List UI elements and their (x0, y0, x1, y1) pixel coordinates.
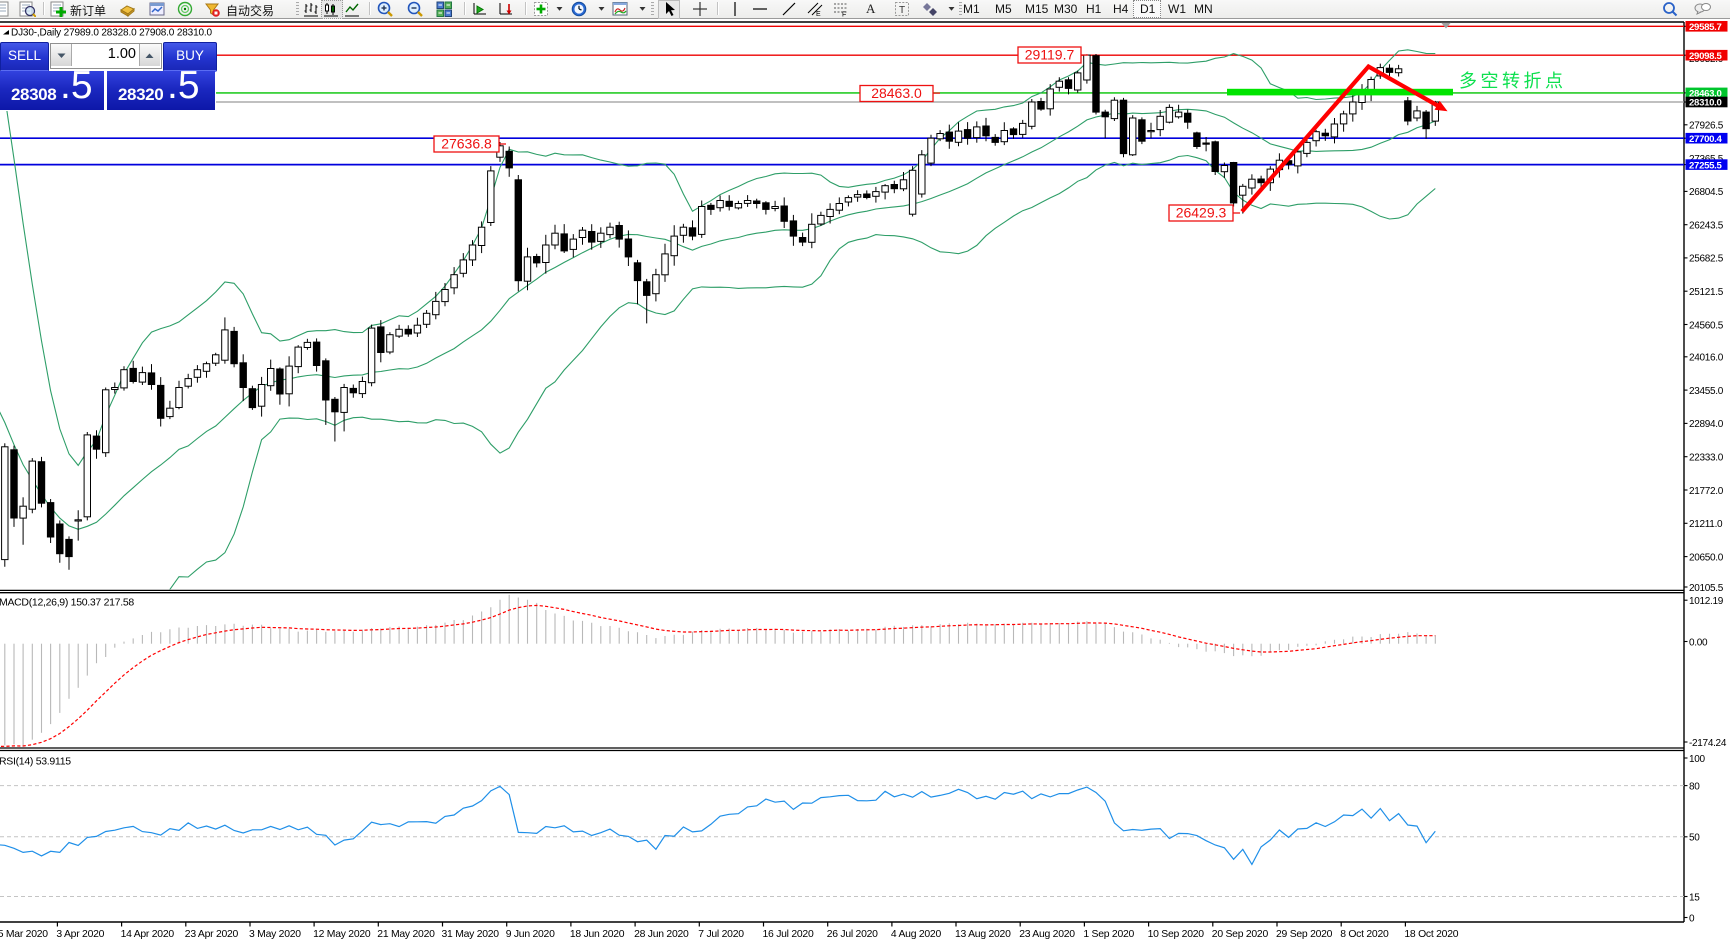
svg-text:25 Mar 2020: 25 Mar 2020 (0, 929, 48, 940)
svg-text:80: 80 (1689, 781, 1700, 792)
svg-text:13 Aug 2020: 13 Aug 2020 (955, 929, 1011, 940)
svg-text:MACD(12,26,9) 150.37 217.58: MACD(12,26,9) 150.37 217.58 (0, 597, 134, 609)
svg-text:9 Jun 2020: 9 Jun 2020 (506, 929, 555, 940)
svg-text:21772.0: 21772.0 (1689, 486, 1724, 497)
svg-text:-2174.24: -2174.24 (1689, 738, 1727, 749)
svg-text:12 May 2020: 12 May 2020 (313, 929, 371, 940)
svg-text:23 Apr 2020: 23 Apr 2020 (185, 929, 239, 940)
svg-text:22333.0: 22333.0 (1689, 453, 1724, 464)
svg-text:25121.5: 25121.5 (1689, 287, 1724, 298)
svg-text:20650.0: 20650.0 (1689, 552, 1724, 563)
svg-text:0: 0 (1689, 913, 1695, 924)
svg-text:27700.4: 27700.4 (1689, 134, 1723, 145)
svg-text:31 May 2020: 31 May 2020 (442, 929, 500, 940)
svg-text:23 Aug 2020: 23 Aug 2020 (1019, 929, 1075, 940)
svg-text:DJ30-,Daily 27989.0 28328.0 2: DJ30-,Daily 27989.0 28328.0 27908.0 2831… (11, 28, 213, 39)
svg-text:3 May 2020: 3 May 2020 (249, 929, 301, 940)
svg-text:T: T (899, 5, 905, 16)
svg-text:8 Oct 2020: 8 Oct 2020 (1340, 929, 1389, 940)
svg-text:29 Sep 2020: 29 Sep 2020 (1276, 929, 1333, 940)
svg-text:多空转折点: 多空转折点 (1459, 71, 1567, 91)
svg-text:4 Aug 2020: 4 Aug 2020 (891, 929, 942, 940)
svg-text:1012.19: 1012.19 (1689, 596, 1724, 607)
svg-text:26 Jul 2020: 26 Jul 2020 (827, 929, 878, 940)
svg-text:22894.0: 22894.0 (1689, 419, 1724, 430)
svg-text:21 May 2020: 21 May 2020 (377, 929, 435, 940)
svg-text:29585.7: 29585.7 (1689, 22, 1722, 33)
svg-text:24016.0: 24016.0 (1689, 353, 1724, 364)
svg-text:26429.3: 26429.3 (1176, 205, 1227, 221)
svg-text:28 Jun 2020: 28 Jun 2020 (634, 929, 689, 940)
svg-text:26804.5: 26804.5 (1689, 187, 1724, 198)
svg-text:28463.0: 28463.0 (871, 85, 922, 101)
svg-text:29119.7: 29119.7 (1025, 47, 1075, 63)
svg-text:20105.5: 20105.5 (1689, 583, 1724, 594)
svg-text:15: 15 (1689, 892, 1700, 903)
svg-text:18 Oct 2020: 18 Oct 2020 (1404, 929, 1458, 940)
svg-text:RSI(14) 53.9115: RSI(14) 53.9115 (0, 756, 71, 768)
svg-text:E: E (816, 11, 821, 17)
svg-text:18 Jun 2020: 18 Jun 2020 (570, 929, 625, 940)
svg-text:27255.5: 27255.5 (1689, 160, 1723, 171)
svg-text:29098.5: 29098.5 (1689, 51, 1723, 62)
svg-text:50: 50 (1689, 833, 1700, 844)
svg-text:3 Apr 2020: 3 Apr 2020 (56, 929, 104, 940)
svg-text:24560.5: 24560.5 (1689, 320, 1724, 331)
svg-text:7 Jul 2020: 7 Jul 2020 (698, 929, 744, 940)
svg-text:25682.5: 25682.5 (1689, 254, 1724, 265)
svg-text:F: F (842, 12, 846, 18)
svg-text:23455.0: 23455.0 (1689, 386, 1724, 397)
svg-text:26243.5: 26243.5 (1689, 221, 1724, 232)
svg-text:20 Sep 2020: 20 Sep 2020 (1212, 929, 1269, 940)
svg-text:10 Sep 2020: 10 Sep 2020 (1148, 929, 1205, 940)
svg-text:28463.0: 28463.0 (1689, 89, 1722, 100)
svg-text:27926.5: 27926.5 (1689, 121, 1724, 132)
svg-text:16 Jul 2020: 16 Jul 2020 (763, 929, 814, 940)
svg-text:28310.0: 28310.0 (1689, 98, 1722, 109)
svg-text:14 Apr 2020: 14 Apr 2020 (121, 929, 175, 940)
svg-text:0.00: 0.00 (1689, 637, 1708, 648)
svg-text:1 Sep 2020: 1 Sep 2020 (1083, 929, 1134, 940)
svg-text:21211.0: 21211.0 (1689, 519, 1723, 530)
svg-text:27636.8: 27636.8 (441, 136, 492, 152)
svg-text:100: 100 (1689, 754, 1706, 765)
